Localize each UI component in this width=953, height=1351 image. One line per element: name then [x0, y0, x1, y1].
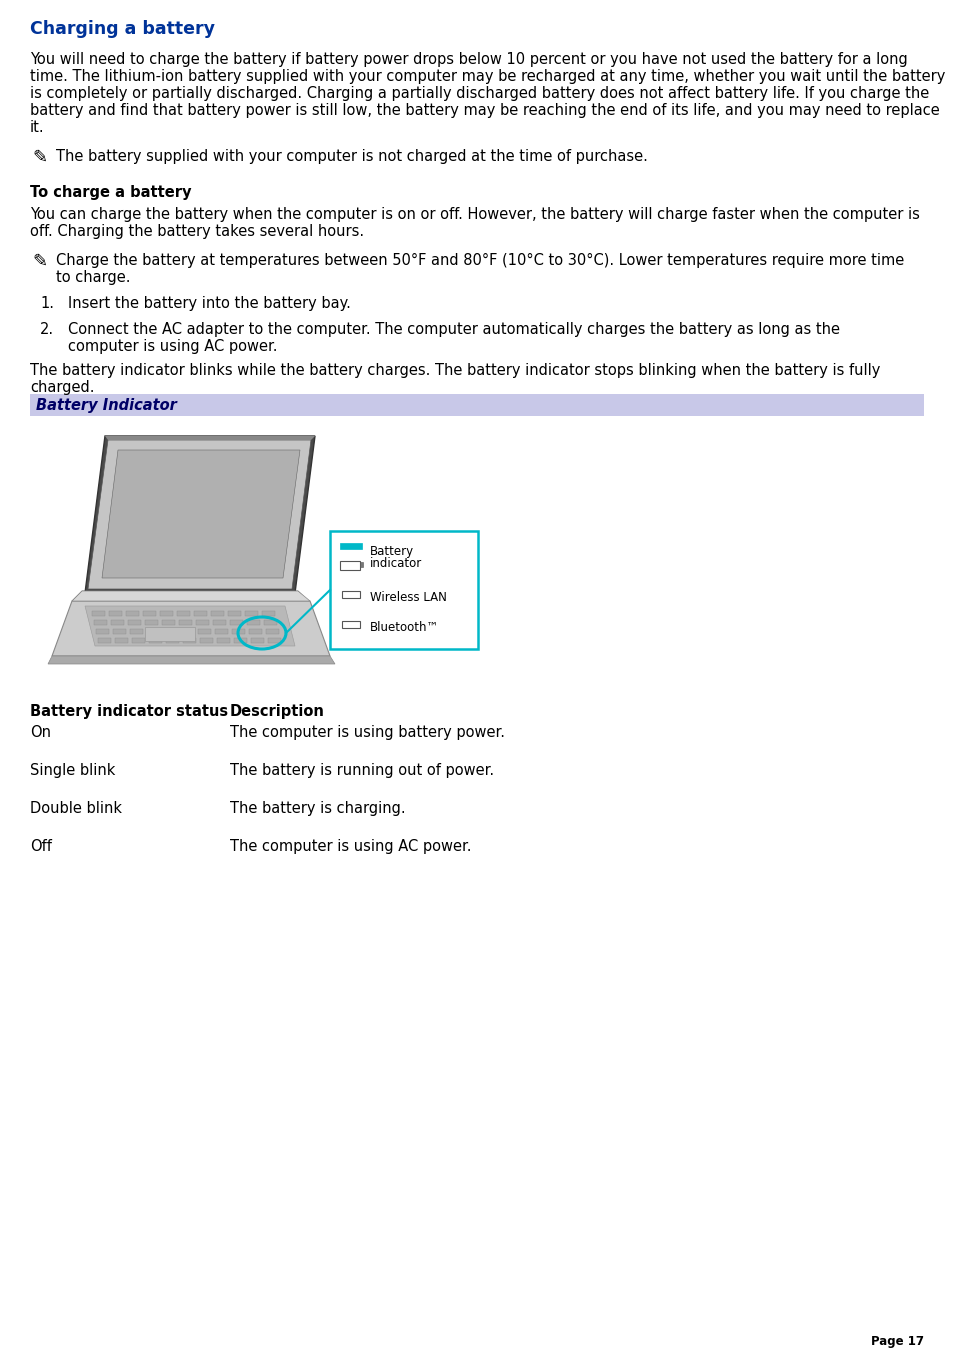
Bar	[143, 611, 156, 616]
Text: time. The lithium-ion battery supplied with your computer may be recharged at an: time. The lithium-ion battery supplied w…	[30, 69, 944, 84]
Polygon shape	[85, 607, 294, 646]
Bar	[211, 611, 224, 616]
Text: You can charge the battery when the computer is on or off. However, the battery : You can charge the battery when the comp…	[30, 207, 919, 222]
Text: battery and find that battery power is still low, the battery may be reaching th: battery and find that battery power is s…	[30, 103, 939, 118]
Bar	[230, 620, 243, 626]
Bar	[245, 611, 257, 616]
Text: The battery supplied with your computer is not charged at the time of purchase.: The battery supplied with your computer …	[56, 149, 647, 163]
Bar	[216, 638, 230, 643]
Bar	[341, 621, 359, 628]
Bar	[126, 611, 139, 616]
Bar	[264, 620, 276, 626]
Text: it.: it.	[30, 120, 45, 135]
Polygon shape	[71, 590, 310, 601]
Text: Battery: Battery	[370, 544, 414, 558]
Bar	[177, 611, 190, 616]
Polygon shape	[71, 590, 308, 601]
Bar	[111, 620, 124, 626]
Text: The computer is using battery power.: The computer is using battery power.	[230, 725, 504, 740]
Text: is completely or partially discharged. Charging a partially discharged battery d: is completely or partially discharged. C…	[30, 86, 928, 101]
Text: On: On	[30, 725, 51, 740]
Bar	[359, 562, 363, 567]
Text: The battery is running out of power.: The battery is running out of power.	[230, 763, 494, 778]
Bar	[181, 630, 193, 634]
Bar	[109, 611, 122, 616]
Bar	[112, 630, 126, 634]
Bar	[266, 630, 278, 634]
Text: Battery Indicator: Battery Indicator	[36, 399, 176, 413]
Polygon shape	[48, 657, 335, 663]
Bar	[232, 630, 245, 634]
Text: computer is using AC power.: computer is using AC power.	[68, 339, 277, 354]
Text: The battery indicator blinks while the battery charges. The battery indicator st: The battery indicator blinks while the b…	[30, 363, 880, 378]
Bar	[214, 630, 228, 634]
Bar	[145, 620, 158, 626]
Bar	[268, 638, 281, 643]
Text: Charge the battery at temperatures between 50°F and 80°F (10°C to 30°C). Lower t: Charge the battery at temperatures betwe…	[56, 253, 903, 267]
Text: Battery indicator status: Battery indicator status	[30, 704, 228, 719]
Text: Charging a battery: Charging a battery	[30, 20, 214, 38]
Text: Description: Description	[230, 704, 325, 719]
Bar	[30, 394, 923, 416]
Text: ✎: ✎	[32, 253, 47, 272]
Text: Connect the AC adapter to the computer. The computer automatically charges the b: Connect the AC adapter to the computer. …	[68, 322, 840, 336]
Text: You will need to charge the battery if battery power drops below 10 percent or y: You will need to charge the battery if b…	[30, 51, 907, 68]
Bar	[193, 611, 207, 616]
Bar	[213, 620, 226, 626]
Bar	[115, 638, 128, 643]
Text: To charge a battery: To charge a battery	[30, 185, 192, 200]
Bar	[149, 638, 162, 643]
Polygon shape	[102, 450, 299, 578]
Bar	[162, 620, 174, 626]
Bar	[166, 638, 179, 643]
Bar	[339, 543, 361, 549]
Text: 2.: 2.	[40, 322, 54, 336]
Bar	[164, 630, 177, 634]
Text: to charge.: to charge.	[56, 270, 131, 285]
Bar	[251, 638, 264, 643]
Text: Page 17: Page 17	[870, 1335, 923, 1348]
Text: off. Charging the battery takes several hours.: off. Charging the battery takes several …	[30, 224, 364, 239]
Text: The battery is charging.: The battery is charging.	[230, 801, 405, 816]
Bar	[179, 620, 192, 626]
Text: Insert the battery into the battery bay.: Insert the battery into the battery bay.	[68, 296, 351, 311]
Polygon shape	[85, 436, 314, 593]
Text: indicator: indicator	[370, 557, 422, 570]
Bar	[195, 620, 209, 626]
Text: 1.: 1.	[40, 296, 54, 311]
Text: charged.: charged.	[30, 380, 94, 394]
Bar	[132, 638, 145, 643]
Bar	[228, 611, 241, 616]
Polygon shape	[105, 436, 314, 440]
Bar	[160, 611, 172, 616]
Bar	[249, 630, 262, 634]
Polygon shape	[52, 601, 330, 657]
Text: Wireless LAN: Wireless LAN	[370, 590, 446, 604]
Bar	[130, 630, 143, 634]
Text: Bluetooth™: Bluetooth™	[370, 621, 438, 634]
Text: Double blink: Double blink	[30, 801, 122, 816]
Bar	[339, 561, 359, 570]
Bar	[330, 531, 477, 648]
Bar	[94, 620, 107, 626]
Bar	[341, 590, 359, 598]
Text: ✎: ✎	[32, 149, 47, 168]
Text: Single blink: Single blink	[30, 763, 115, 778]
Bar	[98, 638, 111, 643]
Polygon shape	[88, 440, 311, 589]
Bar	[183, 638, 195, 643]
Bar	[200, 638, 213, 643]
Bar	[247, 620, 260, 626]
Bar	[30, 416, 923, 686]
Bar	[262, 611, 274, 616]
Bar	[233, 638, 247, 643]
Bar	[145, 627, 194, 640]
Text: Off: Off	[30, 839, 51, 854]
Bar	[91, 611, 105, 616]
Bar	[128, 620, 141, 626]
Bar	[198, 630, 211, 634]
Text: The computer is using AC power.: The computer is using AC power.	[230, 839, 471, 854]
Bar	[96, 630, 109, 634]
Bar	[147, 630, 160, 634]
